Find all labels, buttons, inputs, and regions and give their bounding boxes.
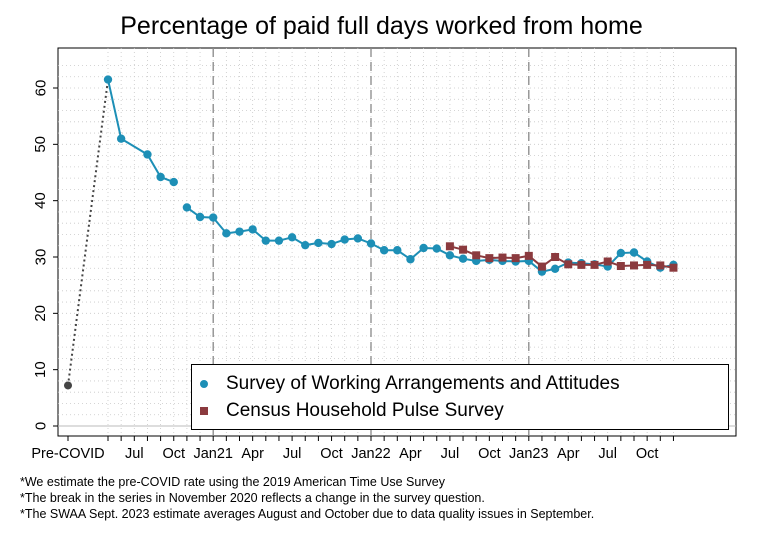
footnotes: *We estimate the pre-COVID rate using th… [20, 474, 594, 522]
x-tick-label: Apr [557, 446, 580, 462]
x-tick-label: Jul [598, 446, 617, 462]
y-tick-label: 30 [32, 249, 49, 266]
swaa-point [143, 150, 152, 159]
swaa-point [550, 264, 560, 274]
swaa-point [116, 134, 126, 143]
x-tick-label: Pre-COVID [31, 446, 104, 462]
swaa-point [169, 177, 178, 187]
axis-layer: 0 10 20 30 40 50 60 Pre-COVID Jul Oct Jan21 Apr Jul O… [31, 80, 674, 462]
census-point [630, 261, 638, 270]
census-point [577, 260, 586, 269]
census-point [485, 254, 494, 263]
x-tick-label: Apr [399, 446, 422, 462]
swaa-point [103, 75, 113, 84]
census-point [537, 262, 546, 271]
legend-item-census: Census Household Pulse Survey [192, 398, 504, 424]
series-layer [64, 75, 678, 390]
x-tick-label: Jan23 [509, 446, 549, 462]
swaa-point [314, 238, 323, 248]
precovid-point [64, 381, 72, 390]
swaa-point [419, 243, 428, 253]
census-point [511, 254, 520, 263]
swaa-point [195, 212, 205, 222]
census-point [603, 257, 612, 266]
census-point [472, 251, 481, 260]
swaa-point [261, 236, 270, 245]
x-tick-label: Oct [478, 446, 501, 462]
footnote-3: *The SWAA Sept. 2023 estimate averages A… [20, 507, 595, 521]
x-tick-label: Oct [162, 446, 185, 462]
swaa-point [432, 244, 441, 253]
swaa-point [182, 203, 192, 212]
swaa-point [366, 239, 376, 248]
x-tick-label: Jul [441, 446, 460, 462]
census-point [590, 260, 599, 269]
y-tick-label: 20 [32, 305, 49, 322]
x-tick-label: Jan22 [351, 446, 391, 462]
census-point [564, 260, 573, 269]
swaa-point [274, 236, 284, 245]
census-point [445, 242, 454, 251]
census-point [669, 263, 678, 272]
x-tick-label: Jul [283, 446, 302, 462]
precovid-connector [67, 79, 109, 386]
census-point [459, 245, 468, 254]
legend-label-swaa: Survey of Working Arrangements and Attit… [226, 373, 620, 394]
y-tick-label: 10 [32, 361, 49, 378]
y-tick-label: 40 [32, 192, 49, 209]
chart-title: Percentage of paid full days worked from… [120, 12, 643, 40]
swaa-point [340, 235, 349, 244]
legend: Survey of Working Arrangements and Attit… [191, 364, 729, 430]
census-point [524, 251, 533, 260]
census-point [616, 262, 625, 271]
x-tick-label: Oct [320, 446, 343, 462]
census-point [656, 261, 665, 270]
swaa-point [235, 227, 244, 236]
legend-square-marker-icon [200, 407, 208, 415]
swaa-point [393, 246, 402, 255]
y-tick-label: 0 [32, 422, 49, 430]
swaa-point [379, 246, 389, 255]
footnote-1: *We estimate the pre-COVID rate using th… [20, 475, 445, 489]
legend-circle-marker-icon [200, 380, 208, 388]
swaa-point [445, 251, 455, 260]
swaa-point [458, 254, 468, 263]
census-point [551, 253, 560, 261]
swaa-point [629, 248, 639, 257]
x-tick-label: Apr [241, 446, 264, 462]
x-tick-label: Jan21 [193, 446, 233, 462]
swaa-point [353, 234, 363, 243]
x-tick-label: Oct [636, 446, 659, 462]
chart-plot: 0 10 20 30 40 50 60 Pre-COVID Jul Oct Jan21 Apr Jul O… [31, 47, 737, 462]
y-tick-label: 50 [32, 136, 49, 153]
footnote-2: *The break in the series in November 202… [20, 491, 485, 505]
legend-item-swaa: Survey of Working Arrangements and Attit… [192, 371, 620, 397]
swaa-point [327, 239, 336, 249]
swaa-point [406, 255, 415, 264]
swaa-point [248, 225, 257, 234]
census-point [498, 253, 507, 262]
y-tick-label: 60 [32, 80, 49, 97]
x-tick-label: Jul [125, 446, 144, 462]
legend-label-census: Census Household Pulse Survey [226, 400, 504, 421]
census-point [643, 260, 652, 269]
swaa-point [287, 233, 297, 242]
swaa-point [616, 248, 626, 258]
swaa-point [209, 213, 218, 222]
swaa-point [156, 172, 165, 182]
swaa-point [222, 229, 231, 238]
swaa-point [301, 240, 310, 250]
